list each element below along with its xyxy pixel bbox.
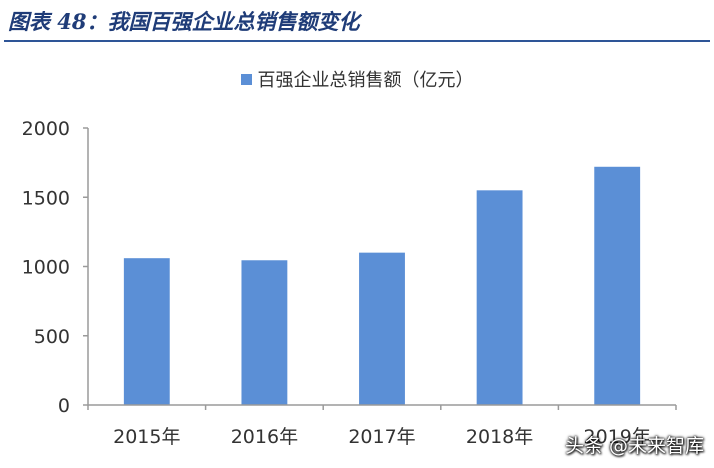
x-axis-ticks — [87, 405, 677, 410]
x-category-label: 2016年 — [231, 426, 298, 448]
y-tick-label: 0 — [58, 395, 70, 417]
x-category-label: 2018年 — [466, 426, 533, 448]
y-tick-label: 1000 — [22, 257, 70, 279]
x-category-label: 2017年 — [348, 426, 415, 448]
bar-2016年 — [241, 260, 288, 405]
y-tick-label: 500 — [34, 326, 70, 348]
legend-swatch — [240, 73, 252, 85]
bar-2017年 — [359, 252, 405, 405]
y-axis-ticks: 0 500 1000 1500 2000 — [22, 118, 88, 417]
bar-2015年 — [123, 258, 170, 405]
x-category-label: 2015年 — [113, 426, 180, 448]
bar-2019年 — [594, 166, 641, 405]
chart-legend: 百强企业总销售额（亿元） — [0, 66, 714, 92]
x-axis-labels: 2015年 2016年 2017年 2018年 2019年 — [113, 426, 651, 448]
title-divider — [4, 40, 710, 42]
watermark: 头条 @未来智库 — [564, 435, 704, 457]
bar-2018年 — [476, 190, 523, 405]
x-category-label: 2019年 — [584, 426, 651, 448]
y-tick-label: 2000 — [22, 118, 70, 140]
y-tick-label: 1500 — [22, 187, 70, 209]
bars — [123, 166, 641, 405]
legend-label: 百强企业总销售额（亿元） — [257, 70, 474, 91]
figure-title: 图表 48：我国百强企业总销售额变化 — [8, 9, 360, 34]
